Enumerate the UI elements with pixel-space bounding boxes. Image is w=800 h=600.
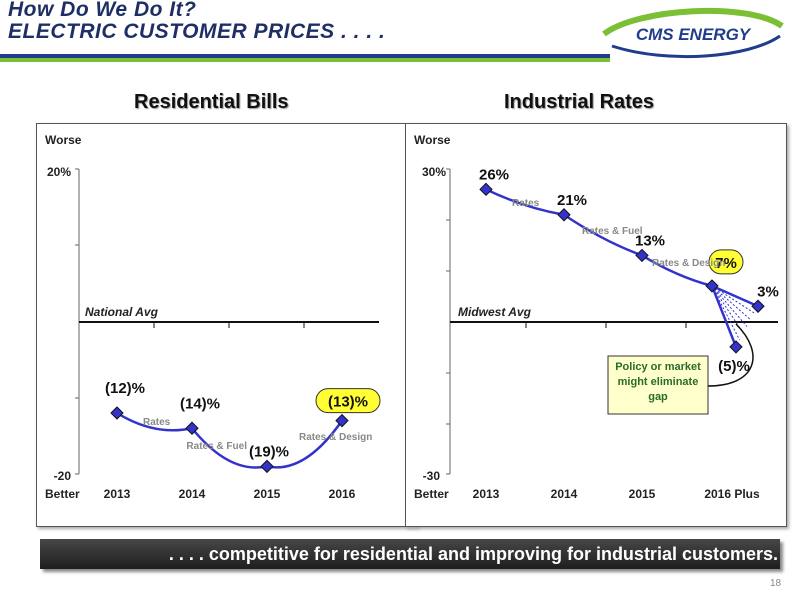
point-2013 — [110, 406, 124, 420]
branch-line-0 — [711, 284, 759, 308]
point-2 — [635, 248, 649, 263]
footer-banner: . . . . competitive for residential and … — [40, 539, 780, 569]
midwest-avg-label: Midwest Avg — [458, 305, 532, 319]
gap-hatch-3 — [711, 285, 748, 327]
annotation-rates-fuel: Rates & Fuel — [186, 441, 247, 452]
y-tick-bottom: -30 — [423, 469, 441, 483]
industrial-series: 26% 21% 13% 7% 3% (5)% — [479, 166, 779, 375]
annotation-rates-fuel: Rates & Fuel — [582, 226, 643, 237]
worse-label: Worse — [45, 133, 82, 147]
x-label-2016: 2016 — [329, 487, 356, 501]
better-label: Better — [45, 487, 80, 501]
cms-energy-logo: CMS ENERGY — [602, 7, 784, 59]
branch-point-1 — [729, 340, 743, 354]
logo-swoosh-bottom — [611, 34, 781, 59]
residential-title: Residential Bills — [134, 91, 289, 113]
x-label-2016-plus: 2016 Plus — [704, 487, 760, 501]
logo-text: CMS ENERGY — [636, 25, 752, 44]
point-1 — [557, 208, 571, 222]
value-label-0: 26% — [479, 166, 509, 183]
value-label-2015: (19)% — [249, 443, 289, 460]
point-2015 — [260, 459, 274, 474]
residential-chart: Worse Better 20% -20 National Avg (12)%(… — [45, 133, 381, 501]
header-rule-blue — [0, 54, 610, 58]
x-label-2013: 2013 — [473, 487, 500, 501]
x-label-2014: 2014 — [551, 487, 578, 501]
callout-box — [607, 355, 709, 415]
annotation-rates-fuel-text: Rates & Fuel — [186, 441, 247, 452]
segment-1 — [191, 427, 268, 469]
value-label-2013: (12)% — [105, 380, 145, 397]
industrial-title: Industrial Rates — [504, 91, 655, 113]
y-tick-bottom: -20 — [54, 469, 72, 483]
gap-hatch-2 — [711, 285, 751, 321]
branch-label-1: (5)% — [718, 358, 750, 375]
gap-hatch-5 — [711, 285, 741, 341]
segment-0 — [485, 188, 565, 216]
callout-connector — [707, 323, 754, 387]
header-line1: How Do We Do It? — [8, 0, 197, 21]
value-label-2: 13% — [635, 232, 665, 249]
page-number: 18 — [770, 578, 782, 589]
point-2016 — [335, 413, 349, 428]
segment-0 — [116, 411, 193, 432]
annotation-rates: Rates — [143, 417, 171, 428]
header-rule-green — [0, 58, 610, 62]
annotation-rates: Rates — [512, 198, 540, 209]
annotation-rates-design: Rates & Design — [299, 432, 372, 443]
segment-2 — [641, 254, 713, 288]
worse-label: Worse — [414, 133, 451, 147]
point-0 — [479, 182, 493, 197]
header-line2: ELECTRIC CUSTOMER PRICES . . . . — [8, 20, 386, 43]
y-tick-top: 30% — [422, 165, 446, 179]
value-label-1: 21% — [557, 192, 587, 209]
value-label-2016-bubble — [315, 388, 381, 414]
point-3 — [705, 279, 719, 293]
gap-hatch-4 — [711, 285, 744, 334]
point-2014 — [185, 421, 199, 435]
callout-text: Policy or market might eliminate gap — [615, 361, 701, 403]
x-label-2015: 2015 — [254, 487, 281, 501]
industrial-panel: Worse Better 30% -30 Midwest Avg 26% 21% 1… — [405, 123, 787, 527]
y-tick-top: 20% — [47, 165, 71, 179]
footer-banner-text: . . . . competitive for residential and … — [168, 544, 778, 564]
residential-series: (12)% (14)% (19)% (13)% — [105, 380, 381, 474]
better-label: Better — [414, 487, 449, 501]
x-label-2013: 2013 — [104, 487, 131, 501]
branch-label-0: 3% — [757, 283, 779, 300]
branch-line-1 — [710, 285, 738, 348]
value-label-3-bubble — [708, 249, 744, 275]
segment-1 — [563, 213, 643, 257]
value-label-3: 7% — [715, 255, 737, 272]
gap-hatch-1 — [711, 285, 755, 314]
x-label-2014: 2014 — [179, 487, 206, 501]
value-label-2016: (13)% — [328, 394, 368, 411]
branch-point-0 — [751, 299, 765, 313]
x-label-2015: 2015 — [629, 487, 656, 501]
annotation-rates-design: Rates & Design — [652, 258, 725, 269]
industrial-chart: Worse Better 30% -30 Midwest Avg 26% 21% 1… — [414, 133, 779, 501]
value-label-2014: (14)% — [180, 395, 220, 412]
callout-holder: Policy or market might eliminate gap — [615, 361, 701, 403]
segment-2 — [266, 419, 344, 469]
national-avg-label: National Avg — [85, 305, 159, 319]
residential-panel: Worse Better 20% -20 National Avg (12)%(… — [36, 123, 418, 527]
logo-swoosh-top — [602, 7, 784, 37]
